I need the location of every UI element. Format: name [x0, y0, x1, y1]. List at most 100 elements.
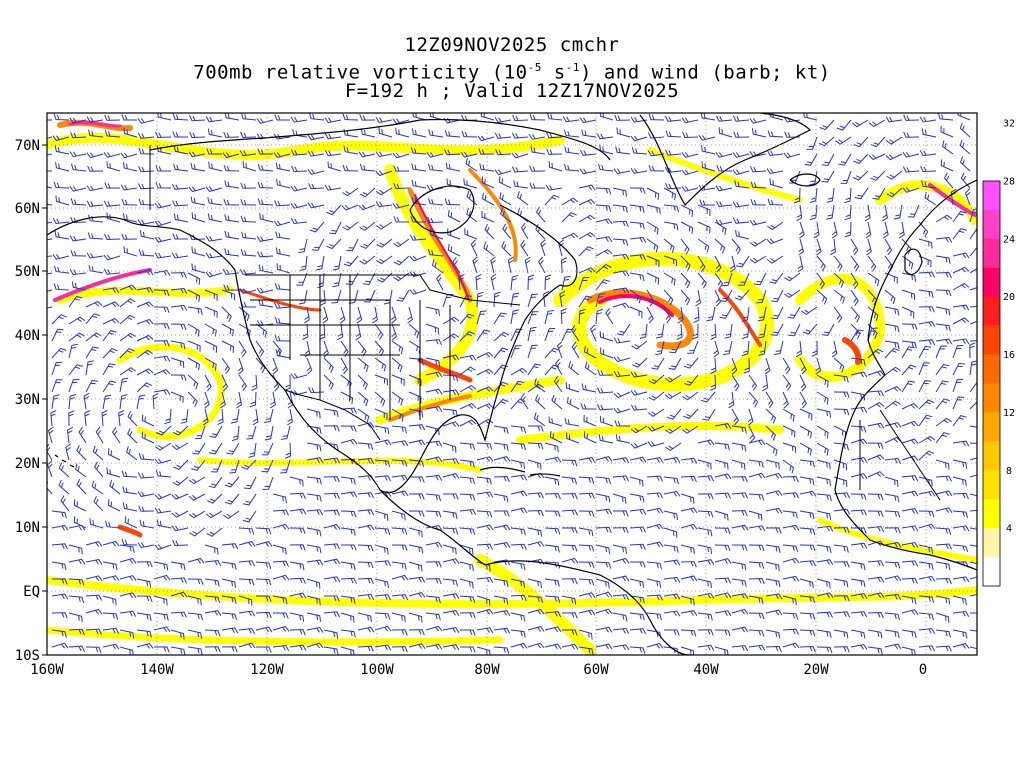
wind-barb: [85, 313, 100, 325]
wind-barb: [710, 357, 717, 374]
wind-barb: [799, 476, 815, 486]
wind-barb: [935, 527, 952, 535]
wind-barb: [581, 383, 597, 393]
wind-barb: [901, 438, 919, 445]
wind-barb: [714, 423, 732, 429]
wind-barb: [884, 612, 900, 621]
wind-barb: [731, 645, 749, 652]
wind-barb: [732, 152, 750, 158]
wind-barb: [458, 273, 465, 291]
wind-barb: [741, 306, 750, 322]
wind-barb: [884, 272, 898, 284]
wind-barb: [68, 364, 83, 376]
wind-barb: [952, 317, 970, 325]
wind-barb: [561, 544, 578, 552]
wind-barb: [528, 133, 546, 140]
wind-barb: [280, 425, 291, 440]
wind-barb: [256, 287, 274, 294]
wind-barb: [478, 148, 495, 155]
wind-barb: [719, 289, 733, 302]
wind-barb: [84, 409, 91, 427]
wind-barb: [578, 295, 593, 308]
wind-barb: [341, 204, 359, 211]
wind-barb: [748, 493, 765, 501]
wind-barb: [765, 472, 783, 479]
wind-barb: [884, 493, 900, 503]
wind-barb: [599, 113, 614, 121]
wind-barb: [221, 646, 238, 653]
wind-barb: [850, 329, 864, 342]
wind-barb: [901, 403, 919, 410]
wind-barb: [646, 475, 664, 482]
wind-barb: [741, 340, 750, 357]
wind-barb: [540, 239, 546, 257]
wind-barb: [69, 235, 87, 242]
wind-barb: [765, 578, 781, 588]
wind-barb: [595, 643, 613, 650]
wind-barb: [595, 544, 611, 554]
wind-barb: [612, 493, 627, 504]
wind-barb: [236, 391, 243, 409]
wind-barb: [340, 491, 358, 498]
wind-barb: [442, 389, 460, 396]
wind-barb: [206, 527, 223, 537]
wind-barb: [442, 354, 460, 361]
wind-barb: [272, 626, 290, 632]
wind-barb: [529, 182, 546, 189]
wind-barb: [494, 510, 510, 517]
wind-barb: [137, 118, 155, 124]
wind-barb: [51, 328, 64, 342]
wind-barb: [765, 442, 778, 456]
wind-barb: [530, 145, 546, 155]
wind-barb: [425, 493, 442, 502]
wind-barb: [47, 203, 53, 206]
wind-barb: [566, 432, 580, 444]
wind-barb: [731, 524, 749, 531]
wind-barb: [647, 425, 665, 432]
lat-label: 10S: [15, 648, 40, 664]
wind-barb: [510, 642, 528, 649]
wind-barb: [561, 527, 578, 534]
wind-barb: [748, 391, 759, 408]
colorbar-label: 8: [1006, 466, 1012, 477]
wind-barb: [833, 255, 843, 272]
wind-barb: [528, 425, 544, 432]
wind-barb: [907, 204, 920, 218]
wind-barb: [714, 510, 729, 521]
wind-barb: [86, 252, 104, 259]
wind-barb: [767, 130, 784, 138]
wind-barb: [70, 250, 87, 257]
wind-barb: [969, 268, 977, 274]
wind-barb: [646, 642, 664, 649]
wind-barb: [240, 249, 257, 257]
wind-barb: [629, 578, 645, 588]
wind-barb: [613, 337, 631, 344]
wind-barb: [596, 387, 614, 394]
wind-barb: [595, 526, 612, 534]
wind-barb: [481, 176, 495, 189]
wind-barb: [702, 408, 716, 421]
wind-barb: [819, 119, 835, 131]
wind-barb: [276, 263, 291, 274]
wind-barb: [306, 408, 321, 419]
wind-barb: [527, 344, 538, 359]
wind-barb: [935, 645, 952, 652]
wind-barb: [68, 595, 85, 604]
wind-barb: [393, 165, 410, 172]
wind-barb: [680, 221, 694, 234]
wind-barb: [482, 192, 495, 206]
wind-barb: [357, 626, 375, 633]
wind-barb: [563, 163, 580, 172]
wind-barb: [714, 272, 724, 289]
wind-barb: [164, 408, 172, 425]
wind-barb: [511, 152, 529, 159]
wind-barb: [578, 492, 595, 499]
wind-barb: [697, 272, 707, 289]
wind-barb: [326, 204, 342, 216]
wind-barb: [324, 117, 342, 124]
wind-barb: [323, 558, 341, 565]
wind-barb: [360, 238, 376, 249]
wind-barb: [816, 629, 832, 639]
wind-barb: [442, 610, 460, 617]
wind-barb: [460, 646, 476, 653]
